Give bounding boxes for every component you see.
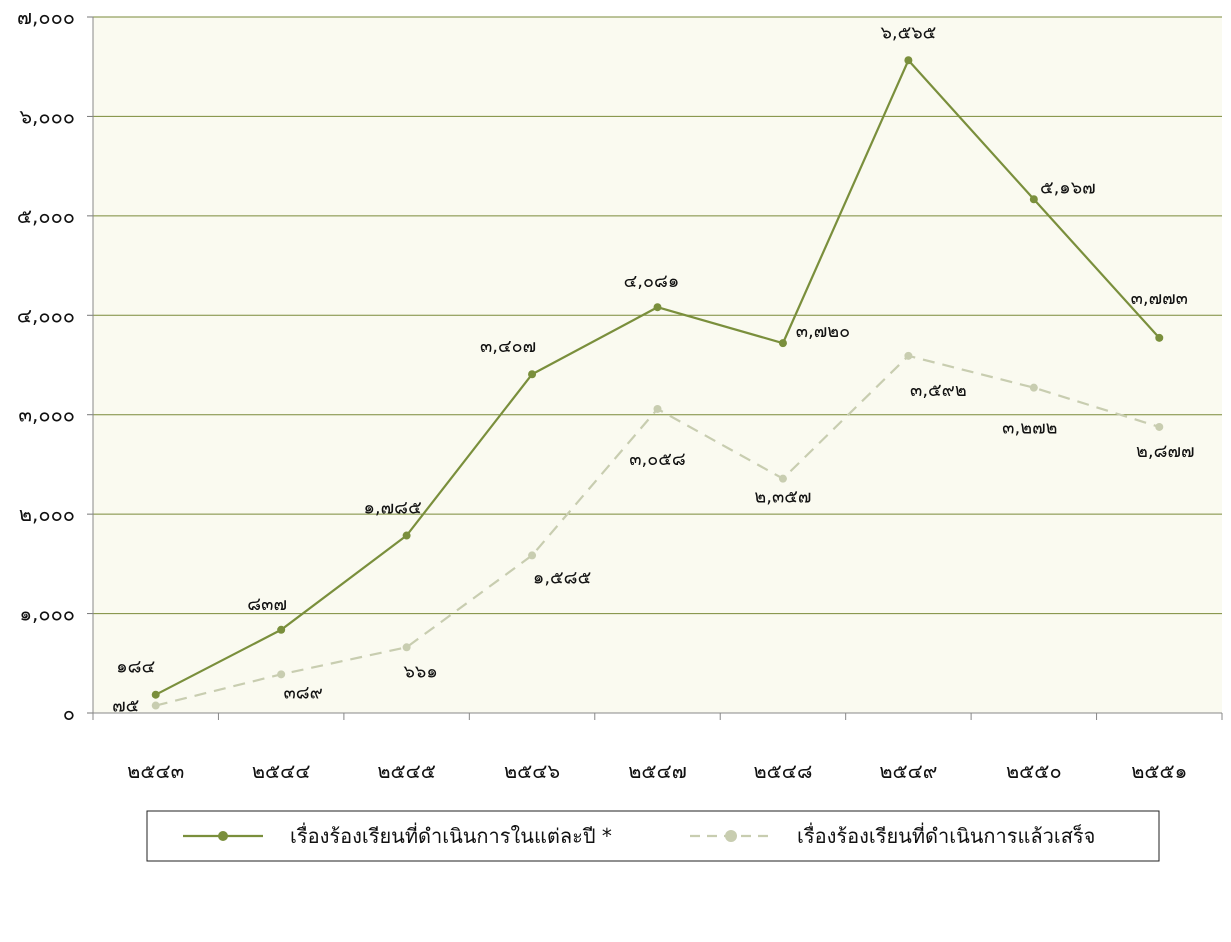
x-tick-label: ๒๕๕๐ <box>1006 759 1062 783</box>
data-point-series-2 <box>528 551 537 560</box>
x-tick-label: ๒๕๔๔ <box>252 759 311 783</box>
legend-swatch-marker-series-2 <box>725 830 737 842</box>
legend-box <box>146 810 1160 862</box>
data-point-series-1 <box>778 339 787 348</box>
data-label-series-2: ๒,๘๗๗ <box>1136 441 1195 462</box>
data-point-series-1 <box>653 303 662 312</box>
y-tick-label: ๗,๐๐๐ <box>17 5 75 29</box>
x-tick-label: ๒๕๔๘ <box>753 759 812 783</box>
legend-label-series-2: เรื่องร้องเรียนที่ดำเนินการแล้วเสร็จ <box>797 822 1095 848</box>
x-tick-label: ๒๕๔๗ <box>628 759 687 783</box>
data-point-series-2 <box>277 670 286 679</box>
data-point-series-2 <box>402 643 411 652</box>
data-label-series-2: ๓,๕๙๒ <box>910 380 967 401</box>
data-point-series-2 <box>904 351 913 360</box>
data-label-series-2: ๓๘๙ <box>283 682 322 703</box>
y-tick-label: ๒,๐๐๐ <box>19 502 75 526</box>
plot-area <box>93 17 1222 713</box>
y-tick-label: ๑,๐๐๐ <box>19 602 75 626</box>
data-point-series-1 <box>277 625 286 634</box>
x-tick-label: ๒๕๔๖ <box>504 759 560 783</box>
data-label-series-2: ๖๖๑ <box>403 661 437 682</box>
data-label-series-1: ๑๘๔ <box>116 657 155 678</box>
data-label-series-1: ๓,๗๗๓ <box>1131 288 1188 309</box>
data-label-series-1: ๓,๗๒๐ <box>796 321 850 342</box>
data-label-series-1: ๘๓๗ <box>247 594 287 615</box>
y-tick-label: ๔,๐๐๐ <box>17 303 75 327</box>
data-label-series-1: ๑,๗๘๕ <box>364 498 422 519</box>
y-axis-tick-labels: ๐ ๑,๐๐๐ ๒,๐๐๐ ๓,๐๐๐ ๔,๐๐๐ ๕,๐๐๐ ๖,๐๐๐ ๗,๐๐๐ <box>17 5 75 725</box>
legend-swatch-marker-series-1 <box>218 831 228 841</box>
y-tick-label: ๖,๐๐๐ <box>19 104 75 128</box>
y-tick-label: ๐ <box>63 701 75 725</box>
axes <box>92 17 1223 720</box>
x-axis-tick-labels: ๒๕๔๓ ๒๕๔๔ ๒๕๔๕ ๒๕๔๖ ๒๕๔๗ ๒๕๔๘ ๒๕๔๙ ๒๕๕๐ ๒๕๕๑ <box>127 759 1187 783</box>
y-tick-label: ๓,๐๐๐ <box>18 403 75 427</box>
data-label-series-1: ๔,๐๘๑ <box>624 271 680 292</box>
data-point-series-2 <box>778 474 787 483</box>
data-point-series-2 <box>653 404 662 413</box>
data-label-series-1: ๖,๕๖๕ <box>880 22 936 43</box>
gridlines <box>87 16 1222 714</box>
y-tick-label: ๕,๐๐๐ <box>17 204 75 228</box>
series-lines <box>151 56 1164 710</box>
data-point-series-1 <box>402 531 411 540</box>
data-point-series-2 <box>151 701 160 710</box>
data-label-series-2: ๑,๕๘๕ <box>533 567 591 588</box>
data-point-series-1 <box>1155 333 1164 342</box>
x-tick-label: ๒๕๔๕ <box>377 759 436 783</box>
x-tick-label: ๒๕๔๓ <box>127 759 184 783</box>
data-point-series-1 <box>904 56 913 65</box>
data-label-series-2: ๗๕ <box>112 696 139 717</box>
data-label-series-2: ๓,๒๗๒ <box>1002 418 1057 439</box>
data-point-series-1 <box>1029 195 1038 204</box>
legend-label-series-1: เรื่องร้องเรียนที่ดำเนินการในแต่ละปี * <box>290 822 612 848</box>
data-point-series-2 <box>1029 383 1038 392</box>
data-label-series-2: ๓,๐๕๘ <box>629 449 686 470</box>
x-tick-label: ๒๕๔๙ <box>879 759 937 783</box>
data-label-series-1: ๓,๔๐๗ <box>480 336 536 357</box>
data-label-series-1: ๕,๑๖๗ <box>1040 177 1096 198</box>
legend: เรื่องร้องเรียนที่ดำเนินการในแต่ละปี * เ… <box>146 810 1160 862</box>
x-tick-label: ๒๕๕๑ <box>1131 759 1187 783</box>
data-point-series-1 <box>151 690 160 699</box>
data-point-series-2 <box>1155 422 1164 431</box>
data-label-series-2: ๒,๓๕๗ <box>754 487 811 508</box>
data-point-series-1 <box>528 370 537 379</box>
